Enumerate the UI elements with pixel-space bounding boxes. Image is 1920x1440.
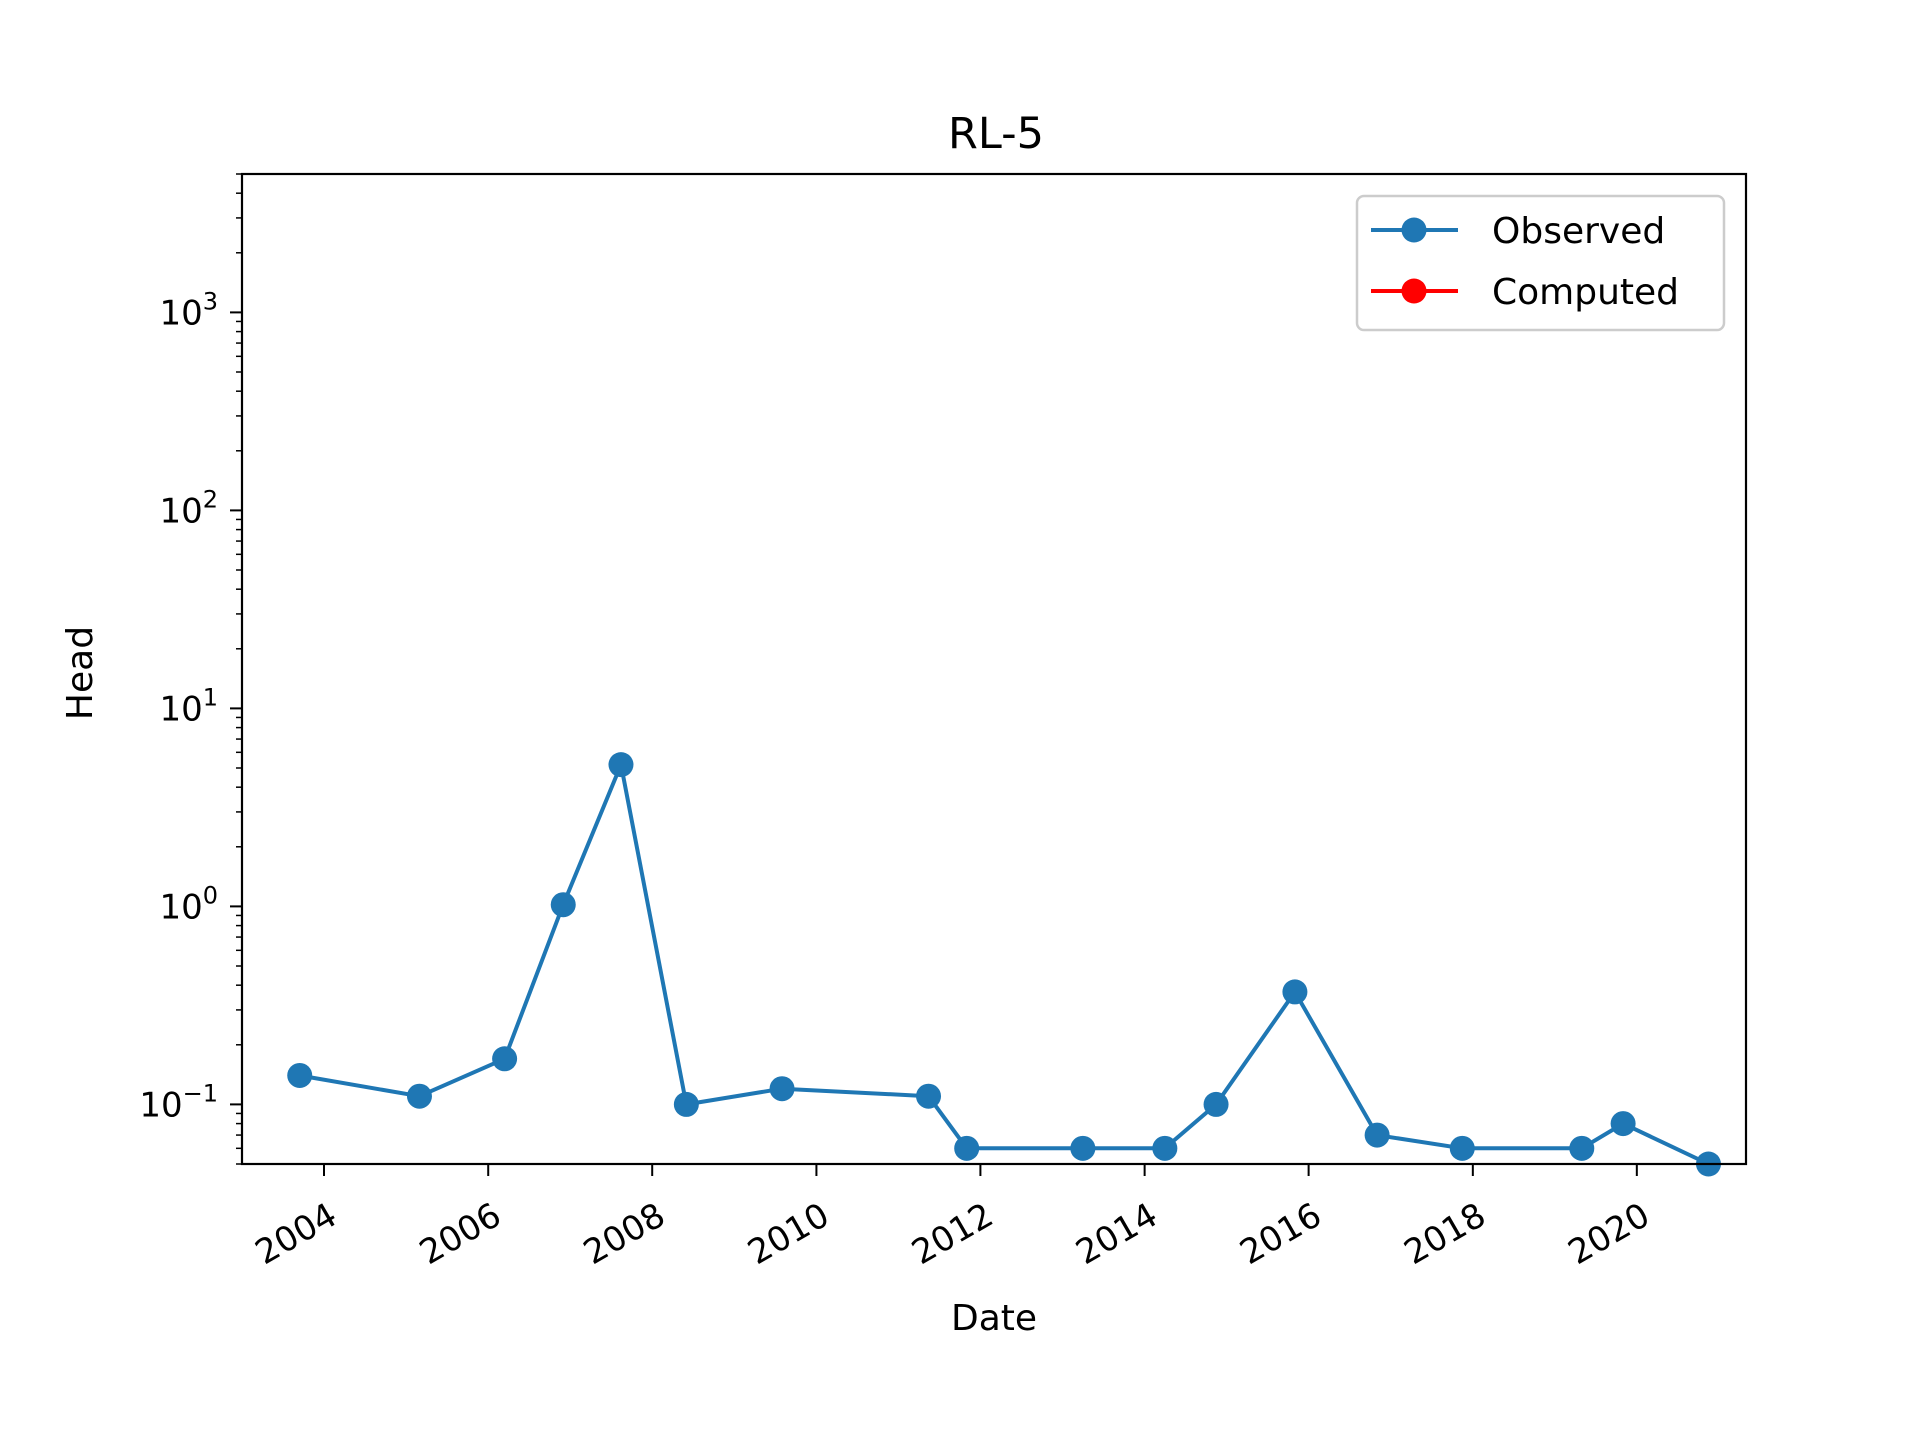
legend: Observed Computed [1355, 194, 1726, 332]
observed-series-line [299, 762, 1710, 1166]
observed-data-point [954, 1135, 980, 1161]
legend-marker-observed [1401, 217, 1427, 243]
observed-data-point [1152, 1135, 1178, 1161]
observed-data-point [1569, 1135, 1595, 1161]
y-tick-label: 100 [159, 881, 218, 927]
observed-data-point [1610, 1111, 1636, 1137]
y-tick-label: 101 [159, 683, 218, 729]
legend-items: Observed Computed [1371, 211, 1679, 313]
observed-data-point [769, 1076, 795, 1102]
observed-data-point [550, 892, 576, 918]
observed-data-point [608, 752, 634, 778]
legend-label-computed: Computed [1492, 272, 1679, 313]
observed-data-point [406, 1083, 432, 1109]
observed-data-point [287, 1062, 313, 1088]
observed-data-point [1070, 1135, 1096, 1161]
observed-data-point [1449, 1135, 1475, 1161]
chart-title: RL-5 [948, 109, 1044, 159]
observed-data-point [1364, 1122, 1390, 1148]
y-axis: 10−1 100 101 102 103 [139, 173, 242, 1165]
observed-data-point [916, 1083, 942, 1109]
observed-data-point [1282, 979, 1308, 1005]
observed-data-point [1203, 1091, 1229, 1117]
y-tick-label: 103 [159, 287, 218, 333]
legend-label-observed: Observed [1492, 211, 1665, 252]
y-tick-label: 10−1 [139, 1079, 218, 1125]
observed-data-point [673, 1091, 699, 1117]
axes-frame [240, 172, 1748, 1166]
plot-area [240, 172, 1748, 1177]
x-axis-label: Date [951, 1298, 1037, 1339]
series-layer [287, 752, 1721, 1177]
y-axis-label: Head [60, 626, 101, 720]
y-tick-label: 102 [159, 485, 218, 531]
legend-marker-computed [1401, 278, 1427, 304]
observed-data-point [492, 1046, 518, 1072]
